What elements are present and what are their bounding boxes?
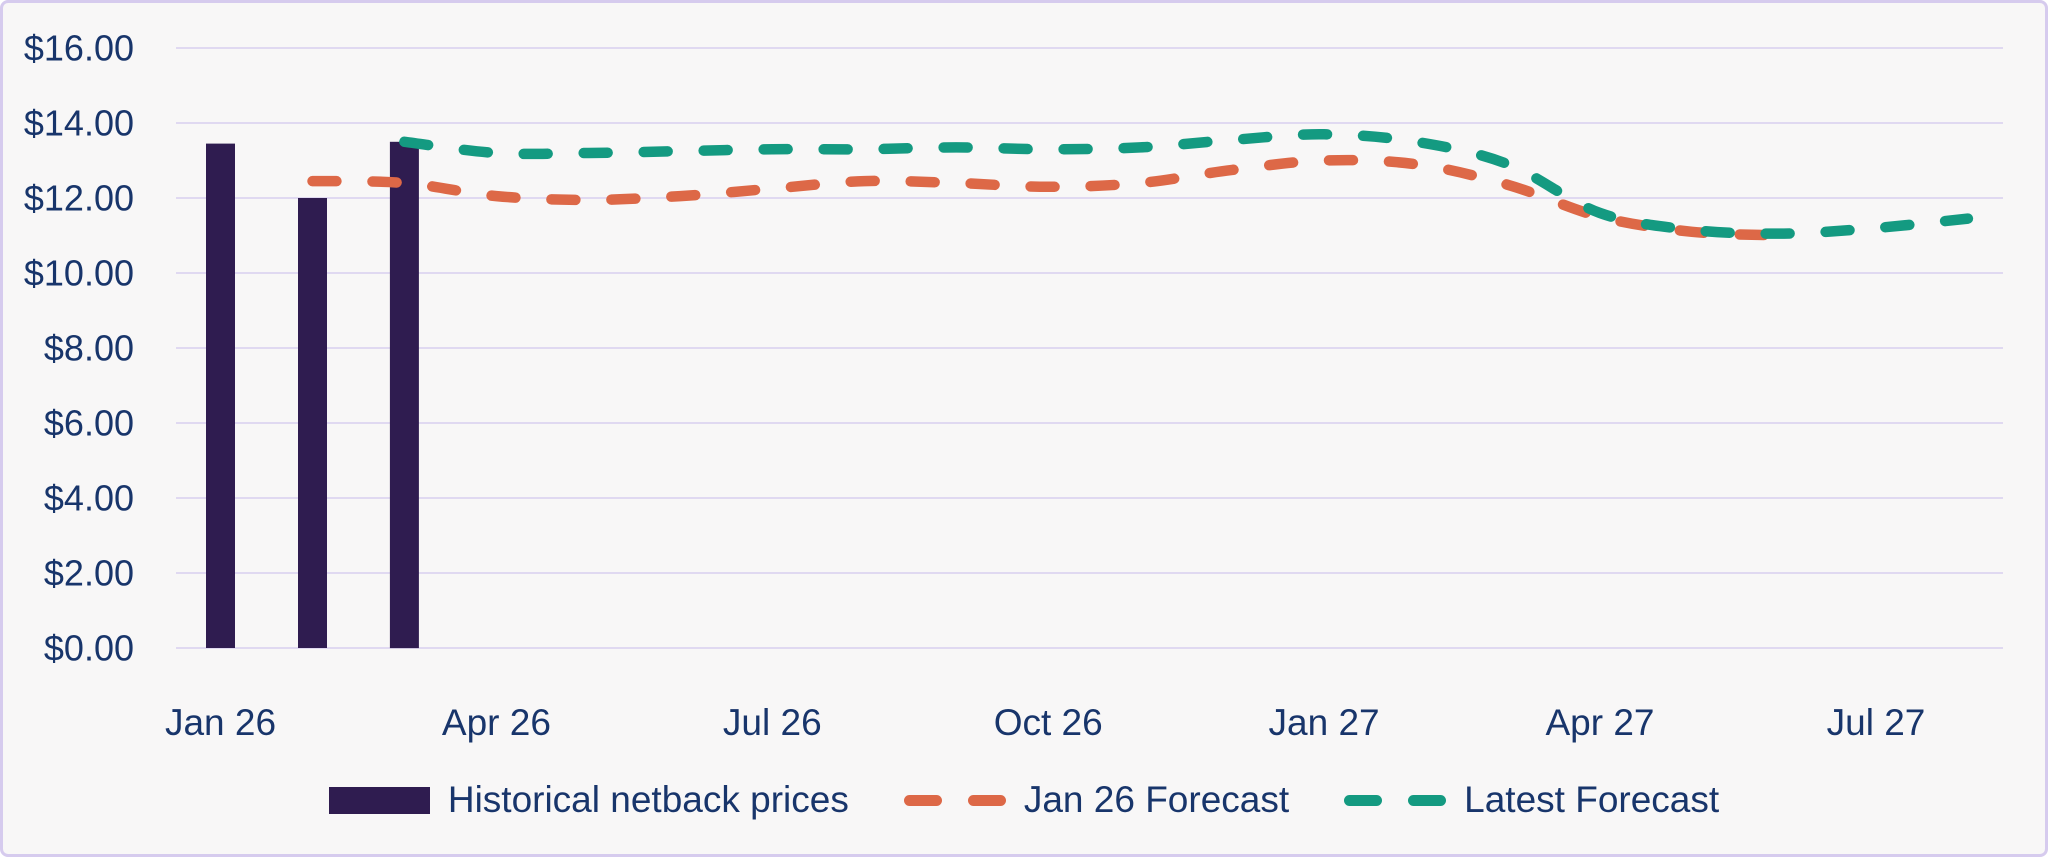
y-axis-tick-label: $6.00 bbox=[44, 403, 134, 444]
chart-legend: Historical netback prices Jan 26 Forecas… bbox=[3, 773, 2045, 827]
y-axis-tick-label: $4.00 bbox=[44, 478, 134, 519]
x-axis-tick-label: Apr 26 bbox=[442, 702, 551, 743]
x-axis-tick-label: Oct 26 bbox=[994, 702, 1103, 743]
legend-item-historical-netback-prices: Historical netback prices bbox=[328, 779, 849, 821]
y-axis-tick-label: $10.00 bbox=[24, 253, 134, 294]
legend-label: Historical netback prices bbox=[447, 779, 849, 820]
bar bbox=[206, 143, 235, 648]
legend-label: Jan 26 Forecast bbox=[1023, 779, 1290, 820]
y-axis-tick-label: $8.00 bbox=[44, 328, 134, 369]
x-axis-tick-label: Jan 27 bbox=[1269, 702, 1380, 743]
y-axis-tick-label: $14.00 bbox=[24, 103, 134, 144]
bar bbox=[389, 141, 419, 649]
dashed-line-swatch bbox=[1344, 794, 1447, 806]
chart-svg: $16.00 $14.00 $12.00 $10.00 $8.00 $6.00 $4.00 $… bbox=[24, 28, 2003, 743]
y-axis-tick-label: $0.00 bbox=[44, 628, 134, 669]
y-axis-tick-label: $12.00 bbox=[24, 178, 134, 219]
x-axis-tick-label: Jul 27 bbox=[1827, 702, 1926, 743]
dash-segment bbox=[903, 794, 942, 806]
bar bbox=[298, 198, 327, 648]
bar-swatch bbox=[328, 786, 430, 814]
x-axis-tick-label: Apr 27 bbox=[1545, 702, 1654, 743]
dash-segment bbox=[1408, 794, 1447, 806]
legend-item-jan-26-forecast: Jan 26 Forecast bbox=[903, 779, 1290, 821]
legend-label: Latest Forecast bbox=[1464, 779, 1720, 820]
forecast-line bbox=[399, 129, 1974, 239]
y-axis-tick-label: $16.00 bbox=[24, 28, 134, 69]
x-axis-tick-label: Jan 26 bbox=[165, 702, 276, 743]
dash-segment bbox=[1344, 794, 1383, 806]
dashed-line-swatch bbox=[903, 794, 1006, 806]
y-axis-tick-label: $2.00 bbox=[44, 553, 134, 594]
forecast-line bbox=[307, 154, 1790, 241]
dash-segment bbox=[967, 794, 1006, 806]
legend-item-latest-forecast: Latest Forecast bbox=[1344, 779, 1719, 821]
x-axis-tick-label: Jul 26 bbox=[723, 702, 822, 743]
